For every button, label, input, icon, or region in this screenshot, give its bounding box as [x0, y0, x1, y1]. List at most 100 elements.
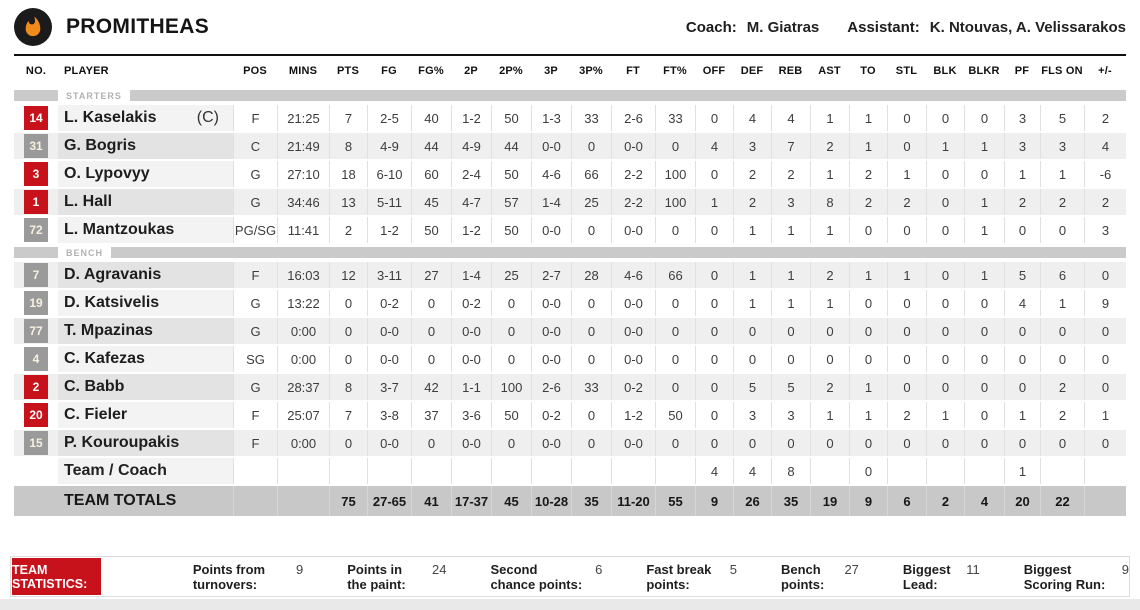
team-stat-item: Points from turnovers: 9 [193, 562, 303, 592]
stat-ft_pct: 66 [655, 262, 695, 288]
team-stat-item: Biggest Scoring Run: 9 [1024, 562, 1129, 592]
stat-2p: 1-2 [451, 217, 491, 243]
stat-off: 0 [695, 346, 733, 372]
stat-fls_on: 1 [1040, 161, 1084, 187]
totals-label: TEAM TOTALS [58, 486, 233, 516]
totals-number-cell [14, 486, 58, 516]
stat-3p_pct: 0 [571, 290, 611, 316]
player-name-cell: P. Kouroupakis [58, 430, 233, 456]
page-title: PROMITHEAS [66, 15, 210, 38]
player-name: T. Mpazinas [64, 322, 153, 339]
stat-blkr [964, 458, 1004, 484]
table-row: 77 T. Mpazinas G 0:00 0 0-0 0 0-0 0 0-0 0 0-0 0 0 0 0 0 0… [14, 318, 1126, 344]
table-row: 2 C. Babb G 28:37 8 3-7 42 1-1 100 2-6 33 0-2 0 0 5 5 2 1… [14, 374, 1126, 400]
stat-reb: 5 [771, 374, 810, 400]
box-score-table: NO. PLAYER POS MINS PTS FG FG% 2P 2P% 3P 3P% FT FT% O… [14, 54, 1126, 516]
total-fg_pct: 41 [411, 486, 451, 516]
player-name-cell: T. Mpazinas [58, 318, 233, 344]
stat-fg: 0-0 [367, 346, 411, 372]
stat-3p: 0-0 [531, 290, 571, 316]
stat-off: 0 [695, 217, 733, 243]
player-number-cell: 1 [14, 189, 58, 215]
team-stat-item: Biggest Lead: 11 [903, 562, 980, 592]
stat-pos: G [233, 189, 277, 215]
stat-reb: 8 [771, 458, 810, 484]
stat-blk: 0 [926, 374, 964, 400]
player-number-badge: 19 [24, 291, 48, 315]
team-statistics-button[interactable]: TEAM STATISTICS: [12, 558, 101, 595]
stat-def: 3 [733, 133, 771, 159]
table-row: 3 O. Lypovyy G 27:10 18 6-10 60 2-4 50 4-6 66 2-2 10… [14, 161, 1126, 187]
section-bar-bench: BENCH [14, 247, 1126, 258]
stat-fg: 4-9 [367, 133, 411, 159]
stat-2p_pct: 100 [491, 374, 531, 400]
stat-3p_pct: 33 [571, 374, 611, 400]
assistant-names: K. Ntouvas, A. Velissarakos [929, 18, 1126, 36]
stat-reb: 0 [771, 430, 810, 456]
column-header-mins: MINS [288, 65, 318, 77]
team-header: PROMITHEAS Coach: M. Giatras Assistant: … [14, 0, 1126, 54]
stat-ft_pct: 0 [655, 318, 695, 344]
team-statistics-bar: TEAM STATISTICS: Points from turnovers: 9… [10, 556, 1130, 597]
stat-plus_minus: 0 [1084, 262, 1126, 288]
stat-pf: 2 [1004, 189, 1040, 215]
table-row: 72 L. Mantzoukas PG/SG 11:41 2 1-2 50 1-2 50 0-0 0… [14, 217, 1126, 243]
stat-fg_pct: 0 [411, 430, 451, 456]
stat-2p: 3-6 [451, 402, 491, 428]
stat-blk: 0 [926, 217, 964, 243]
stat-ft: 4-6 [611, 262, 655, 288]
stat-blk: 0 [926, 290, 964, 316]
team-stat-label: Second chance points: [490, 561, 583, 592]
stat-3p_pct: 0 [571, 402, 611, 428]
stat-reb: 4 [771, 105, 810, 131]
stat-3p: 0-0 [531, 133, 571, 159]
stat-ft: 2-6 [611, 105, 655, 131]
table-row: 15 P. Kouroupakis F 0:00 0 0-0 0 0-0 0 0-0 0 0-0 0 0 0… [14, 430, 1126, 456]
stat-off: 0 [695, 318, 733, 344]
total-3p: 10-28 [531, 486, 571, 516]
stat-def: 1 [733, 217, 771, 243]
stat-ft: 2-2 [611, 161, 655, 187]
stat-3p_pct: 66 [571, 161, 611, 187]
stat-ft: 0-0 [611, 430, 655, 456]
stat-blk: 0 [926, 346, 964, 372]
stat-2p_pct: 0 [491, 430, 531, 456]
stat-2p: 1-4 [451, 262, 491, 288]
total-pos [233, 486, 277, 516]
stat-fg: 1-2 [367, 217, 411, 243]
stat-ast: 1 [810, 290, 849, 316]
stat-reb: 1 [771, 262, 810, 288]
stat-blk [926, 458, 964, 484]
stat-ast: 0 [810, 346, 849, 372]
stat-2p: 2-4 [451, 161, 491, 187]
stat-stl: 0 [887, 346, 926, 372]
column-header-ast: AST [818, 65, 841, 77]
stat-mins: 21:25 [277, 105, 329, 131]
stat-3p: 1-3 [531, 105, 571, 131]
stat-ast: 2 [810, 133, 849, 159]
stat-blk: 0 [926, 105, 964, 131]
team-stat-label: Points in the paint: [347, 561, 406, 592]
player-name: D. Agravanis [64, 266, 162, 283]
stat-pos: G [233, 374, 277, 400]
column-header-ft_pct: FT% [663, 65, 687, 77]
stat-fg_pct: 50 [411, 217, 451, 243]
player-name: P. Kouroupakis [64, 434, 180, 451]
stat-2p_pct: 50 [491, 402, 531, 428]
stat-fls_on: 0 [1040, 430, 1084, 456]
stat-fls_on [1040, 458, 1084, 484]
stat-ft_pct: 0 [655, 217, 695, 243]
stat-reb: 1 [771, 290, 810, 316]
team-stat-value: 6 [595, 561, 603, 577]
column-header-blkr: BLKR [968, 65, 1000, 77]
stat-stl [887, 458, 926, 484]
total-pf: 20 [1004, 486, 1040, 516]
stat-mins: 34:46 [277, 189, 329, 215]
stat-pf: 5 [1004, 262, 1040, 288]
stat-pf: 3 [1004, 105, 1040, 131]
stat-2p: 4-7 [451, 189, 491, 215]
stat-blkr: 0 [964, 430, 1004, 456]
stat-ast: 0 [810, 430, 849, 456]
column-header-2p: 2P [464, 65, 478, 77]
